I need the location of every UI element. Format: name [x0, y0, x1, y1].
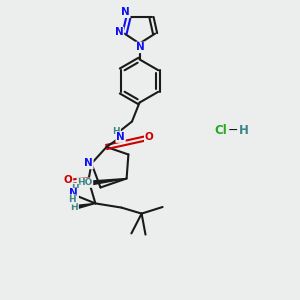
Text: H: H — [239, 124, 248, 137]
Text: H: H — [68, 195, 76, 204]
Text: N: N — [121, 7, 130, 17]
Text: N: N — [136, 42, 145, 52]
Text: H: H — [71, 184, 79, 193]
Text: N: N — [84, 158, 93, 169]
Text: N: N — [116, 132, 125, 142]
Text: H: H — [112, 127, 120, 136]
Text: O: O — [64, 175, 73, 185]
Text: N: N — [69, 188, 78, 199]
Text: O: O — [145, 132, 154, 142]
Text: HO: HO — [77, 178, 93, 187]
Polygon shape — [93, 178, 127, 184]
Text: Cl: Cl — [214, 124, 227, 137]
Text: N: N — [115, 27, 124, 38]
Polygon shape — [78, 203, 95, 208]
Text: −: − — [228, 124, 239, 137]
Text: H: H — [70, 203, 78, 212]
